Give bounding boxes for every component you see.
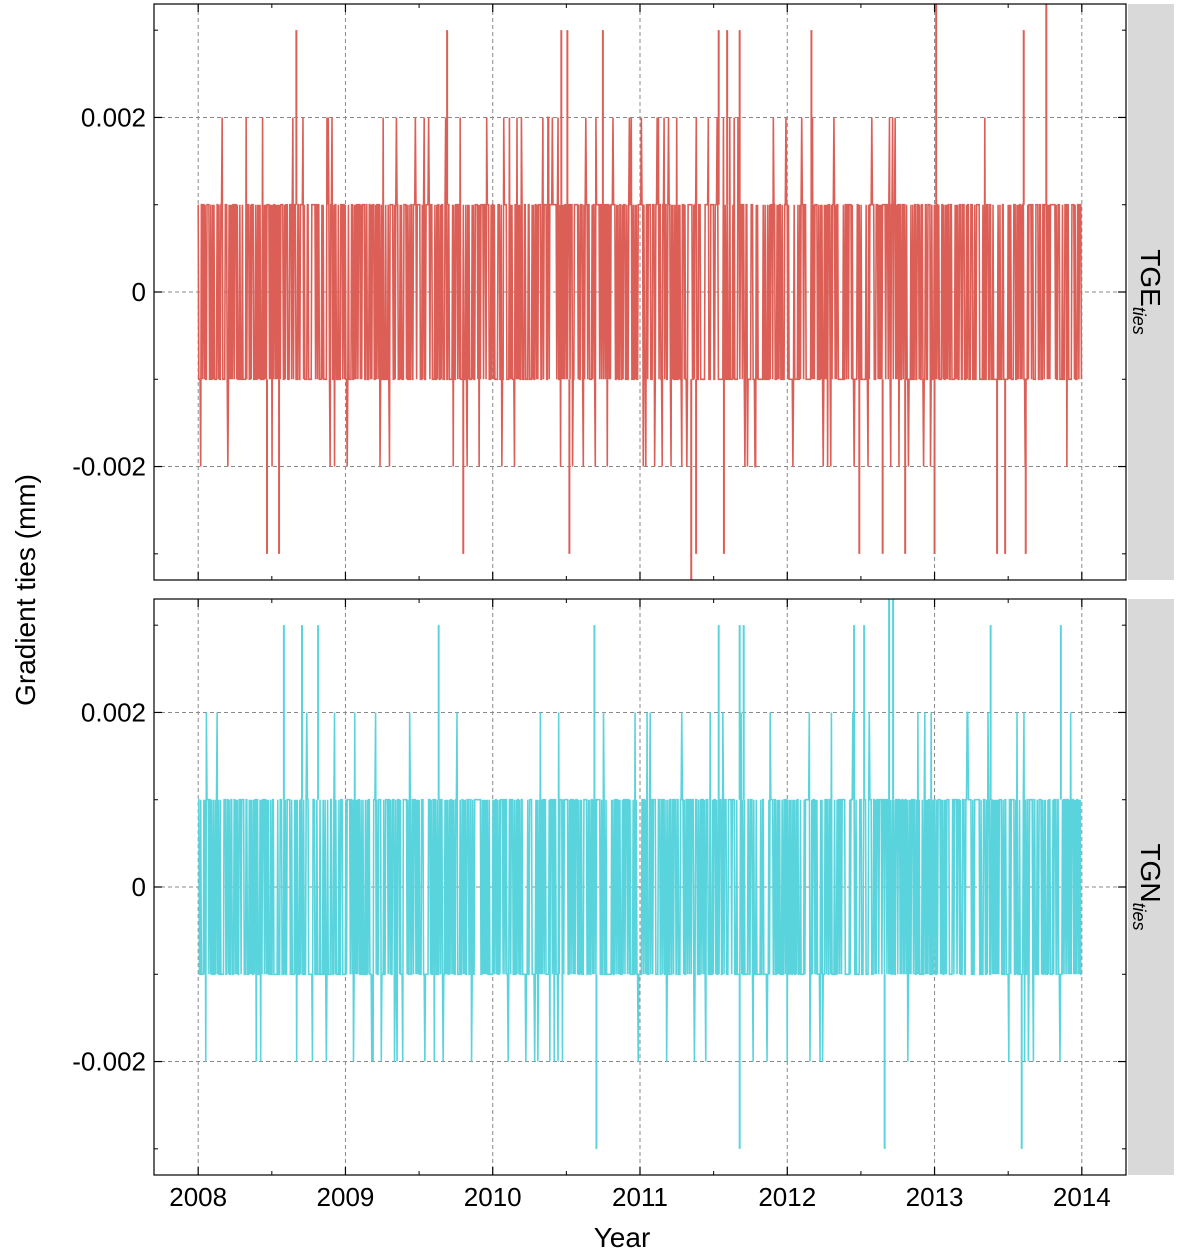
- series-line: [198, 711, 1082, 1062]
- y-tick-label: 0.002: [81, 102, 146, 132]
- facet-panel-tgn: 0.002 0 -0.002 TGNties: [72, 598, 1174, 1176]
- strip-subscript: ties: [1129, 903, 1149, 931]
- y-axis-title: Gradient ties (mm): [10, 474, 41, 706]
- x-tick-label: 2012: [758, 1182, 816, 1212]
- y-tick-label: -0.002: [72, 1047, 146, 1077]
- strip-background: [1128, 4, 1174, 580]
- x-tick-label: 2011: [612, 1182, 668, 1212]
- strip-tge: TGEties: [1128, 4, 1174, 580]
- strip-label-tge: TGEties: [1129, 249, 1166, 335]
- series-tge: [197, 4, 1083, 580]
- y-tick-label: 0: [132, 277, 146, 307]
- strip-tgn: TGNties: [1128, 599, 1174, 1175]
- x-axis-title: Year: [594, 1222, 651, 1253]
- series-tgn: [198, 599, 1082, 1149]
- strip-background: [1128, 599, 1174, 1175]
- x-tick-label: 2010: [464, 1182, 522, 1212]
- strip-label-tgn: TGNties: [1129, 843, 1166, 930]
- facet-panel-tge: 0.002 0 -0.002 TGEties: [72, 3, 1174, 581]
- x-tick-label: 2014: [1053, 1182, 1111, 1212]
- strip-subscript: ties: [1129, 307, 1149, 335]
- series-line: [197, 116, 1083, 468]
- axes-tge: 0.002 0 -0.002: [72, 3, 1127, 581]
- x-tick-label: 2009: [317, 1182, 375, 1212]
- strip-main-text: TGN: [1135, 843, 1166, 902]
- x-axis: 2008 2009 2010 2011 2012 2013 2014: [169, 1182, 1110, 1212]
- x-tick-label: 2008: [169, 1182, 227, 1212]
- y-tick-label: 0.002: [81, 697, 146, 727]
- strip-main-text: TGE: [1135, 249, 1166, 307]
- x-tick-label: 2013: [906, 1182, 964, 1212]
- y-tick-label: -0.002: [72, 452, 146, 482]
- axes-tgn: 0.002 0 -0.002: [72, 598, 1127, 1176]
- y-tick-label: 0: [132, 872, 146, 902]
